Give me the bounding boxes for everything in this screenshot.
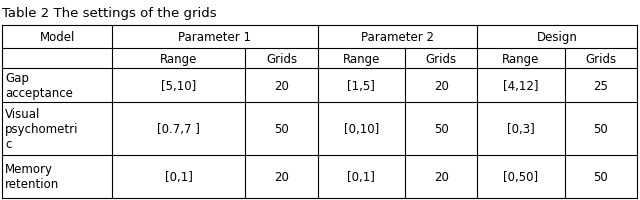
Text: 20: 20 xyxy=(274,170,289,183)
Text: [1,5]: [1,5] xyxy=(348,79,375,92)
Text: 50: 50 xyxy=(593,170,608,183)
Text: 20: 20 xyxy=(274,79,289,92)
Text: [0,1]: [0,1] xyxy=(165,170,193,183)
Text: Visual
psychometri
c: Visual psychometri c xyxy=(5,107,79,150)
Text: 25: 25 xyxy=(593,79,608,92)
Text: Model: Model xyxy=(40,31,75,44)
Text: Design: Design xyxy=(537,31,577,44)
Text: Grids: Grids xyxy=(426,53,457,65)
Text: 20: 20 xyxy=(434,170,449,183)
Text: Grids: Grids xyxy=(266,53,297,65)
Text: Gap
acceptance: Gap acceptance xyxy=(5,72,73,100)
Text: 50: 50 xyxy=(274,122,289,135)
Text: Range: Range xyxy=(342,53,380,65)
Text: Parameter 1: Parameter 1 xyxy=(179,31,252,44)
Text: Grids: Grids xyxy=(586,53,616,65)
Text: Memory
retention: Memory retention xyxy=(5,163,60,190)
Text: [0,50]: [0,50] xyxy=(504,170,539,183)
Text: 50: 50 xyxy=(434,122,449,135)
Text: [0,10]: [0,10] xyxy=(344,122,379,135)
Text: Parameter 2: Parameter 2 xyxy=(361,31,434,44)
Text: [5,10]: [5,10] xyxy=(161,79,196,92)
Text: [0,3]: [0,3] xyxy=(507,122,535,135)
Text: 50: 50 xyxy=(593,122,608,135)
Text: 20: 20 xyxy=(434,79,449,92)
Text: Table 2 The settings of the grids: Table 2 The settings of the grids xyxy=(2,6,216,19)
Text: Range: Range xyxy=(160,53,198,65)
Text: [0,1]: [0,1] xyxy=(348,170,375,183)
Text: Range: Range xyxy=(502,53,540,65)
Text: [4,12]: [4,12] xyxy=(503,79,539,92)
Text: [0.7,7 ]: [0.7,7 ] xyxy=(157,122,200,135)
